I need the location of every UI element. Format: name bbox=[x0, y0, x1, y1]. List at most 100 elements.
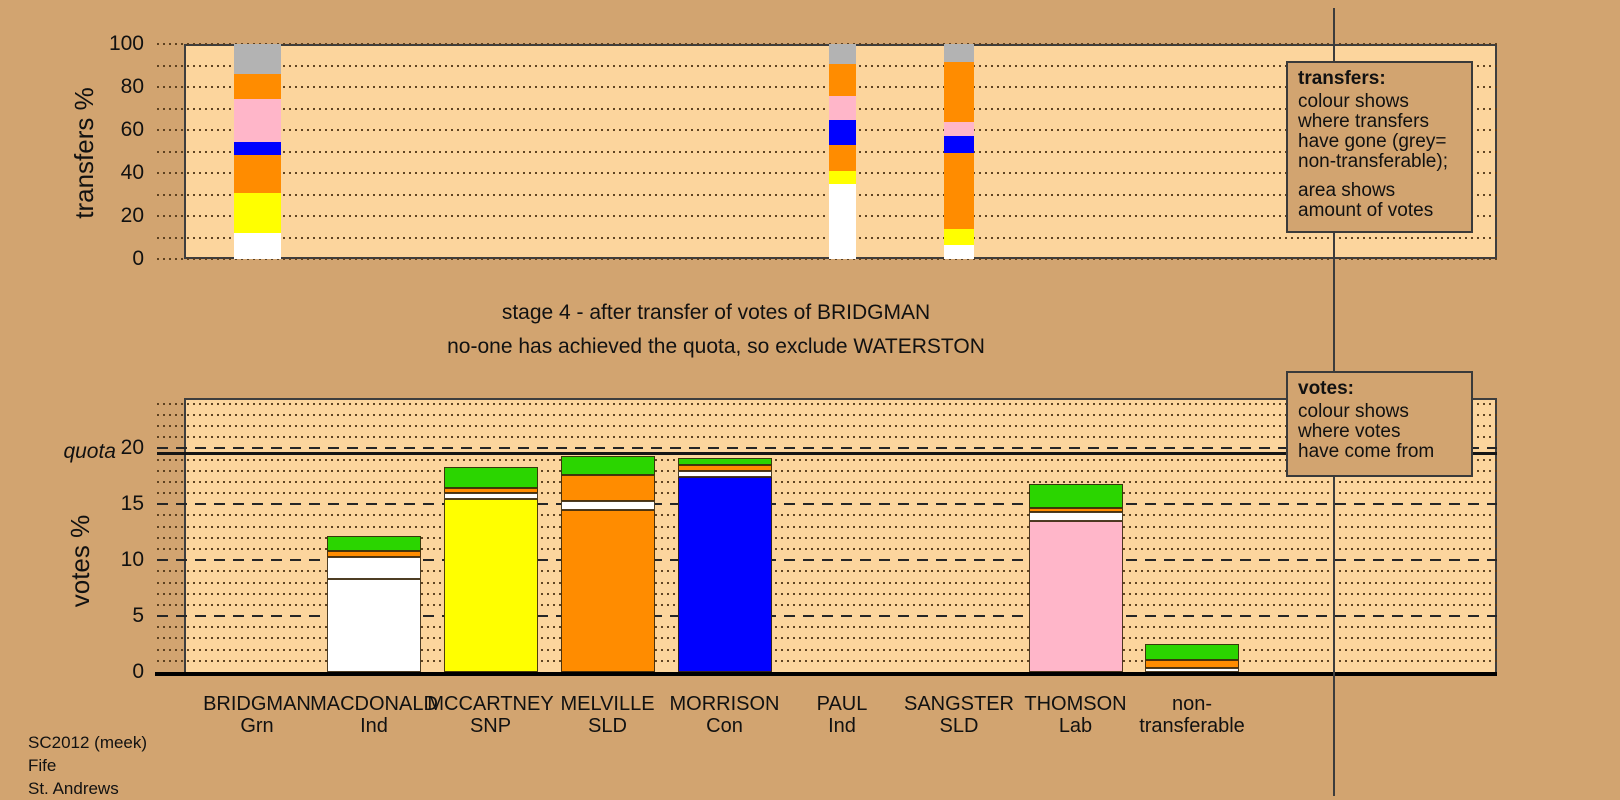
vote-segment-THOMSON-from-BRIDGMAN bbox=[1028, 484, 1123, 508]
votes-gridline-10 bbox=[157, 559, 1497, 562]
transfers-legend-line: area shows bbox=[1298, 180, 1396, 201]
transfers-ytick-100: 100 bbox=[108, 32, 144, 55]
votes-gridline-15 bbox=[157, 503, 1497, 506]
xlabel-party-MACDONALD: Ind bbox=[360, 715, 388, 737]
transfers-gridline-70 bbox=[157, 107, 1497, 110]
votes-gridline-19 bbox=[157, 458, 1497, 461]
transfers-ytick-20: 20 bbox=[120, 204, 144, 227]
transfer-segment-PAUL-to-MELVILLE bbox=[828, 144, 856, 172]
ward-name: St. Andrews bbox=[28, 779, 119, 798]
xlabel-party-THOMSON: Lab bbox=[1058, 715, 1093, 737]
transfer-segment-PAUL-to-WATERSTON bbox=[828, 63, 856, 97]
transfer-segment-BRIDGMAN-to-MCCARTNEY bbox=[233, 192, 281, 233]
transfer-segment-SANGSTER-to-MORRISON bbox=[944, 136, 974, 154]
vote-segment-MORRISON-from-BRIDGMAN bbox=[677, 458, 772, 466]
election-id: SC2012 (meek) bbox=[28, 733, 148, 752]
xlabel-name-MORRISON: MORRISON bbox=[669, 693, 780, 715]
votes-legend-line: where votes bbox=[1298, 421, 1401, 442]
transfers-gridline-80 bbox=[157, 86, 1497, 88]
transfers-legend-line: have gone (grey= bbox=[1298, 131, 1447, 152]
votes-gridline-5 bbox=[157, 615, 1497, 618]
transfer-segment-BRIDGMAN-to-non-transferable bbox=[233, 44, 281, 74]
votes-gridline-9 bbox=[157, 570, 1497, 573]
transfer-segment-SANGSTER-to-WATERSTON bbox=[944, 62, 974, 122]
vote-segment-MORRISON-from-PAUL bbox=[677, 470, 772, 478]
xlabel-name-MACDONALD: MACDONALD bbox=[310, 693, 438, 715]
xlabel-name-THOMSON: THOMSON bbox=[1024, 693, 1127, 715]
transfer-segment-BRIDGMAN-to-MACDONALD bbox=[233, 232, 281, 259]
transfer-segment-BRIDGMAN-to-WATERSTON bbox=[233, 73, 281, 100]
vote-segment-MELVILLE-from-BRIDGMAN bbox=[560, 456, 655, 476]
xlabel-party-non-: transferable bbox=[1139, 715, 1245, 737]
vote-segment-non--from-SANGSTER bbox=[1145, 659, 1239, 668]
xlabel-name-BRIDGMAN: BRIDGMAN bbox=[203, 693, 311, 715]
vote-segment-MACDONALD-from-SANGSTER bbox=[327, 551, 421, 557]
transfers-legend-line: colour shows bbox=[1298, 91, 1409, 112]
xlabel-name-SANGSTER: SANGSTER bbox=[903, 693, 1015, 715]
transfers-gridline-10 bbox=[157, 236, 1497, 239]
xlabel-party-MELVILLE: SLD bbox=[588, 715, 627, 737]
vote-segment-MCCARTNEY-from-SANGSTER bbox=[443, 488, 538, 494]
vote-segment-THOMSON-from-PAUL bbox=[1028, 512, 1123, 521]
vote-segment-MELVILLE-from-MELVILLE bbox=[560, 510, 655, 672]
transfer-segment-PAUL-to-MACDONALD bbox=[828, 184, 856, 259]
stage-title: stage 4 - after transfer of votes of BRI… bbox=[501, 301, 931, 324]
transfers-ytick-0: 0 bbox=[132, 247, 144, 270]
xlabel-name-MCCARTNEY: MCCARTNEY bbox=[427, 693, 554, 715]
votes-gridline-16 bbox=[157, 492, 1497, 495]
council-name: Fife bbox=[28, 756, 57, 775]
transfer-segment-BRIDGMAN-to-MORRISON bbox=[233, 142, 281, 155]
xlabel-party-PAUL: Ind bbox=[828, 715, 856, 737]
transfers-gridline-100 bbox=[157, 43, 1497, 45]
votes-gridline-6 bbox=[157, 603, 1497, 606]
votes-legend-box: votes: colour shows where votes have com… bbox=[1286, 371, 1473, 477]
transfer-segment-SANGSTER-to-MCCARTNEY bbox=[944, 229, 974, 246]
votes-ytick-15: 15 bbox=[120, 492, 144, 516]
transfers-gridline-50 bbox=[157, 150, 1497, 153]
votes-gridline-4 bbox=[157, 626, 1497, 629]
votes-ytick-0: 0 bbox=[132, 660, 144, 683]
transfer-segment-PAUL-to-MCCARTNEY bbox=[828, 171, 856, 185]
votes-gridline-1 bbox=[157, 659, 1497, 662]
votes-gridline-8 bbox=[157, 581, 1497, 584]
votes-gridline-13 bbox=[157, 525, 1497, 528]
votes-gridline-11 bbox=[157, 547, 1497, 550]
votes-gridline-3 bbox=[157, 637, 1497, 640]
transfers-gridline-40 bbox=[157, 172, 1497, 174]
votes-gridline-22 bbox=[157, 424, 1497, 427]
stage-subtitle: no-one has achieved the quota, so exclud… bbox=[447, 335, 985, 358]
transfer-segment-SANGSTER-to-THOMSON bbox=[944, 121, 974, 137]
vote-segment-MCCARTNEY-from-BRIDGMAN bbox=[443, 467, 538, 489]
transfer-segment-SANGSTER-to-MELVILLE bbox=[944, 153, 974, 230]
xlabel-party-BRIDGMAN: Grn bbox=[240, 715, 274, 737]
votes-legend-line: colour shows bbox=[1298, 401, 1409, 422]
transfers-ytick-60: 60 bbox=[120, 118, 144, 141]
transfer-segment-PAUL-to-non-transferable bbox=[828, 44, 856, 64]
votes-ytick-20: 20 bbox=[120, 436, 144, 460]
votes-gridline-18 bbox=[157, 469, 1497, 472]
transfers-legend-title: transfers: bbox=[1298, 68, 1386, 89]
votes-gridline-2 bbox=[157, 648, 1497, 651]
vote-segment-MACDONALD-from-PAUL bbox=[327, 556, 421, 580]
vote-segment-non--from-BRIDGMAN bbox=[1145, 644, 1239, 660]
votes-gridline-17 bbox=[157, 480, 1497, 483]
transfers-gridline-90 bbox=[157, 64, 1497, 67]
votes-gridline-14 bbox=[157, 514, 1497, 517]
vote-segment-MELVILLE-from-SANGSTER bbox=[560, 475, 655, 502]
vote-segment-MORRISON-from-MORRISON bbox=[677, 477, 772, 672]
votes-x-axis-line bbox=[155, 672, 1497, 676]
transfers-gridline-30 bbox=[157, 193, 1497, 196]
transfers-axis-title: transfers % bbox=[69, 87, 99, 219]
transfer-segment-BRIDGMAN-to-THOMSON bbox=[233, 99, 281, 143]
transfers-ytick-40: 40 bbox=[120, 161, 144, 184]
votes-gridline-20 bbox=[157, 447, 1497, 450]
votes-gridline-21 bbox=[157, 436, 1497, 439]
xlabel-party-MORRISON: Con bbox=[706, 715, 743, 737]
vote-segment-MACDONALD-from-MACDONALD bbox=[327, 579, 421, 672]
transfer-segment-PAUL-to-MORRISON bbox=[828, 120, 856, 145]
vote-segment-THOMSON-from-THOMSON bbox=[1028, 521, 1123, 672]
votes-gridline-7 bbox=[157, 592, 1497, 595]
votes-gridline-24 bbox=[157, 402, 1497, 405]
votes-ytick-10: 10 bbox=[120, 548, 144, 572]
